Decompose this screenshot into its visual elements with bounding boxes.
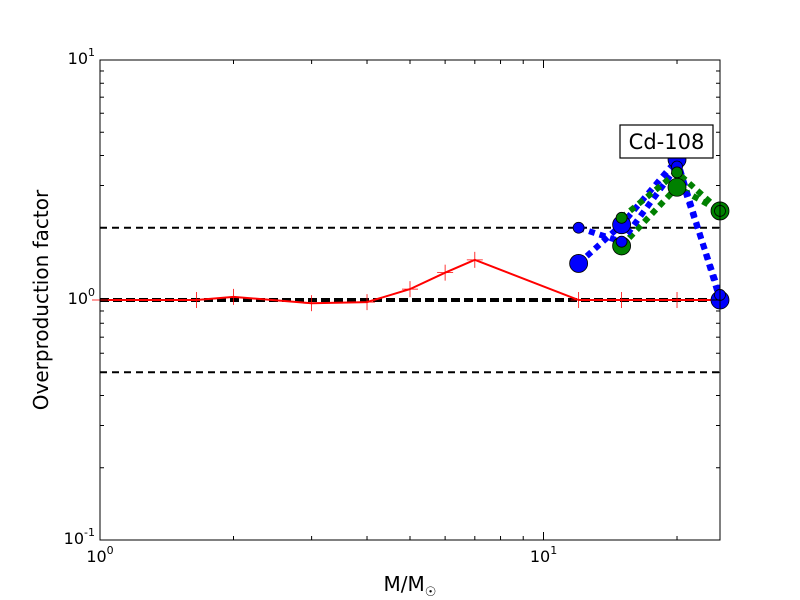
series-4-point-1 [671,166,683,179]
series-0-point-4 [359,294,376,311]
series-0-point-10 [669,292,686,308]
annotation-box: Cd-108 [619,124,714,159]
series-0-point-5 [402,281,418,298]
y-axis-label: Overproduction factor [29,189,53,410]
x-tick-label-0: 100 [86,544,113,566]
series-1-point-0 [569,254,589,273]
series-3-point-1 [615,235,628,248]
series-3-point-0 [572,221,585,234]
series-0-point-8 [570,292,587,308]
series-line-3 [577,160,720,296]
series-0-point-1 [188,292,205,308]
series-2-point-1 [667,177,687,197]
y-tick-label-0: 10-1 [64,526,95,548]
x-tick-label-1: 101 [530,544,557,566]
annotation-label: Cd-108 [629,130,705,154]
series-4-point-0 [615,211,628,224]
series-0-point-3 [303,295,320,312]
y-tick-label-1: 100 [68,286,95,308]
x-axis-label: M/M☉ [384,572,437,600]
y-tick-label-2: 101 [68,46,95,68]
series-0-point-9 [613,292,630,308]
series-0-point-6 [437,264,454,281]
series-0-point-2 [225,288,242,305]
series-line-0 [100,258,720,305]
series-0-point-7 [466,251,483,268]
axis-ticks [99,59,720,541]
